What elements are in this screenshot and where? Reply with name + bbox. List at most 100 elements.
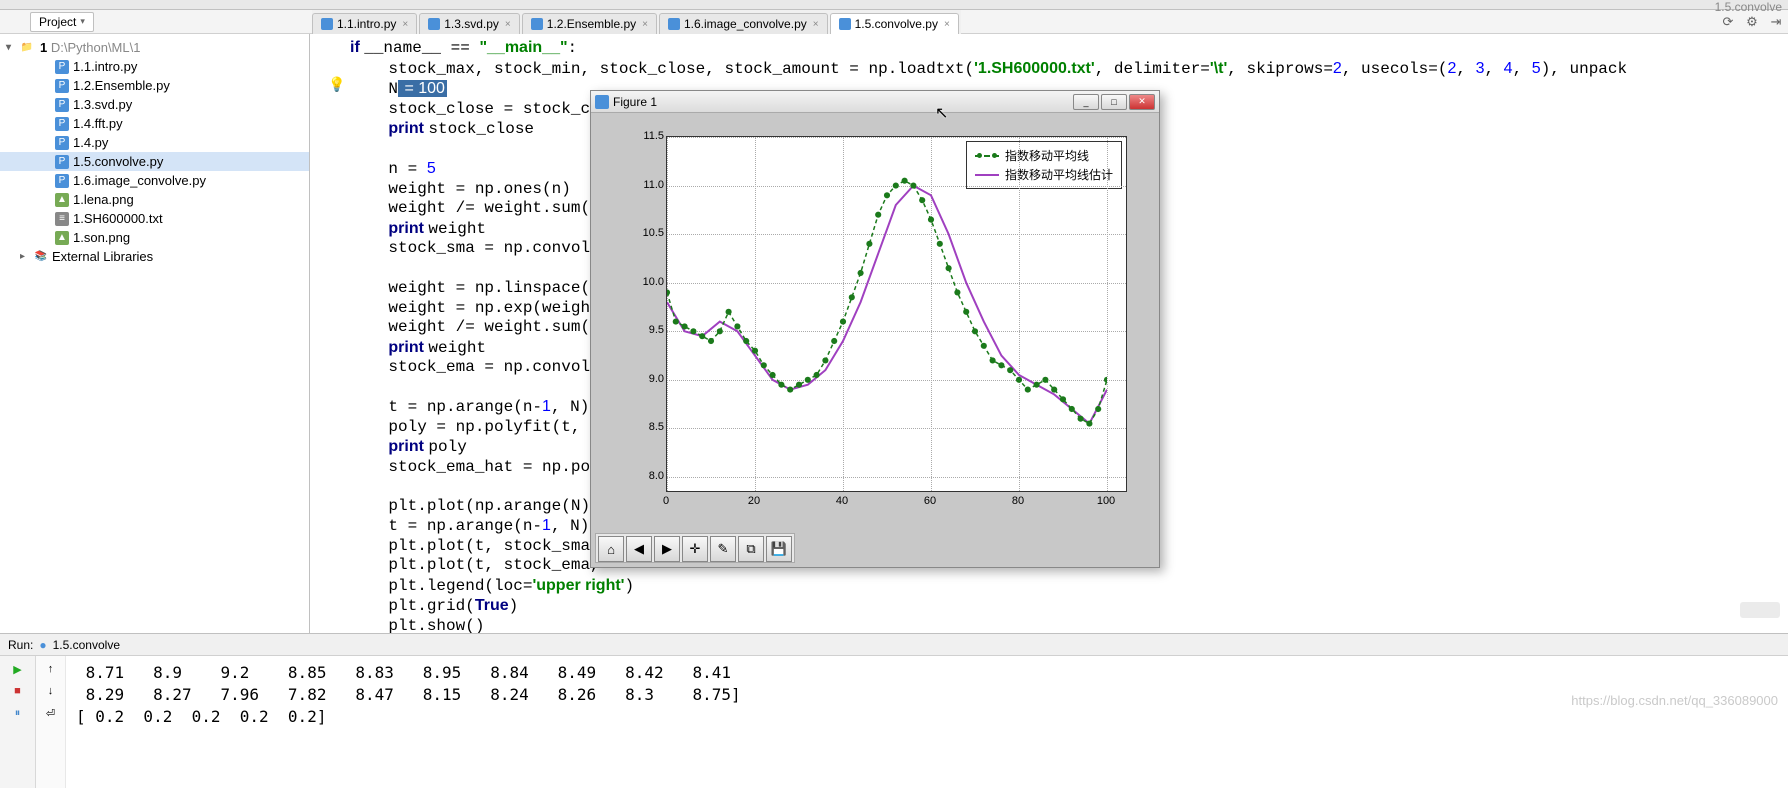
project-dropdown-label: Project (39, 15, 76, 29)
py-file-icon: P (55, 98, 69, 112)
y-tick-label: 10.5 (643, 227, 664, 239)
tree-file[interactable]: ▲1.lena.png (0, 190, 309, 209)
close-icon[interactable]: × (402, 19, 408, 30)
tree-file[interactable]: P 1.5.convolve.py (0, 152, 309, 171)
tree-file[interactable]: P 1.4.py (0, 133, 309, 152)
plot-area: 指数移动平均线指数移动平均线估计 8.08.59.09.510.010.511.… (611, 121, 1139, 517)
gear-icon[interactable]: ⚙ (1742, 12, 1762, 32)
py-file-icon: P (55, 60, 69, 74)
editor-tab[interactable]: 1.1.intro.py× (312, 13, 417, 34)
pan-button[interactable]: ✛ (682, 536, 708, 562)
editor-tab[interactable]: 1.2.Ensemble.py × (522, 13, 657, 34)
x-tick-label: 100 (1097, 495, 1115, 507)
scroll-down-button[interactable]: ↓ (42, 682, 60, 700)
y-tick-label: 11.0 (643, 179, 664, 191)
tree-file-label: 1.5.convolve.py (73, 154, 163, 169)
close-icon[interactable]: × (642, 19, 648, 30)
tree-file-label: 1.6.image_convolve.py (73, 173, 206, 188)
tree-file[interactable]: P 1.2.Ensemble.py (0, 76, 309, 95)
y-tick-label: 9.0 (649, 373, 664, 385)
tree-file-label: 1.4.fft.py (73, 116, 123, 131)
project-dropdown[interactable]: Project (30, 12, 94, 32)
tab-label: 1.2.Ensemble.py (547, 17, 636, 31)
tree-file[interactable]: P 1.6.image_convolve.py (0, 171, 309, 190)
configure-button[interactable]: ⧉ (738, 536, 764, 562)
soft-wrap-button[interactable]: ⏎ (42, 704, 60, 722)
tree-file[interactable]: P 1.1.intro.py (0, 57, 309, 76)
collapse-icon[interactable]: ⟳ (1718, 12, 1738, 32)
close-icon[interactable]: × (505, 19, 511, 30)
run-body: ▶ ■ ⏸ ↑ ↓ ⏎ 8.71 8.9 9.2 8.85 8.83 8.95 … (0, 656, 1788, 788)
python-file-icon (839, 18, 851, 30)
figure-title-bar[interactable]: Figure 1 _ □ ✕ (591, 91, 1159, 113)
py-file-icon: P (55, 136, 69, 150)
tree-file[interactable]: ▲ 1.son.png (0, 228, 309, 247)
tree-file-label: 1.2.Ensemble.py (73, 78, 170, 93)
run-panel: Run: ● 1.5.convolve ▶ ■ ⏸ ↑ ↓ ⏎ 8.71 8.9… (0, 633, 1788, 788)
x-tick-label: 80 (1012, 495, 1024, 507)
stop-button[interactable]: ■ (9, 682, 27, 700)
forward-button[interactable]: ▶ (654, 536, 680, 562)
y-tick-label: 8.0 (649, 470, 664, 482)
x-tick-label: 40 (836, 495, 848, 507)
minimize-button[interactable]: _ (1073, 94, 1099, 110)
close-icon[interactable]: × (944, 19, 950, 30)
run-controls-2: ↑ ↓ ⏎ (36, 656, 66, 788)
tree-file[interactable]: ≡1.SH600000.txt (0, 209, 309, 228)
zoom-button[interactable]: ✎ (710, 536, 736, 562)
y-tick-label: 10.0 (643, 276, 664, 288)
matplotlib-figure-window: Figure 1 _ □ ✕ 指数移动平均线指数移动平均线估计 8.08.59.… (590, 90, 1160, 568)
python-file-icon (321, 18, 333, 30)
pause-button[interactable]: ⏸ (9, 704, 27, 722)
editor-tab[interactable]: 1.6.image_convolve.py × (659, 13, 828, 34)
run-output[interactable]: 8.71 8.9 9.2 8.85 8.83 8.95 8.84 8.49 8.… (66, 656, 1788, 788)
img-file-icon: ▲ (55, 231, 69, 245)
run-config-name: 1.5.convolve (53, 638, 120, 652)
scroll-up-button[interactable]: ↑ (42, 660, 60, 678)
tab-label: 1.5.convolve.py (855, 17, 938, 31)
status-badge (1740, 602, 1780, 618)
python-file-icon (531, 18, 543, 30)
y-tick-label: 9.5 (649, 324, 664, 336)
tree-root[interactable]: ▾📁1 D:\Python\ML\1 (0, 38, 309, 57)
y-tick-label: 8.5 (649, 421, 664, 433)
figure-app-icon (595, 95, 609, 109)
tab-label: 1.3.svd.py (444, 17, 499, 31)
rerun-button[interactable]: ▶ (9, 660, 27, 678)
py-file-icon: P (55, 117, 69, 131)
editor-tabs: 1.1.intro.py× 1.3.svd.py × 1.2.Ensemble.py ×… (312, 10, 961, 34)
tree-file-label: 1.4.py (73, 135, 108, 150)
hide-icon[interactable]: ⇥ (1766, 12, 1786, 32)
back-button[interactable]: ◀ (626, 536, 652, 562)
py-file-icon: P (55, 79, 69, 93)
project-tree-panel: ▾📁1 D:\Python\ML\1 P 1.1.intro.py P 1.2.Ense… (0, 34, 310, 633)
tab-label: 1.6.image_convolve.py (684, 17, 807, 31)
folder-icon: 📁 (20, 41, 34, 55)
library-icon: 📚 (34, 250, 48, 264)
tree-file-label: 1.3.svd.py (73, 97, 132, 112)
x-tick-label: 0 (663, 495, 669, 507)
img-file-icon: ▲ (55, 193, 69, 207)
save-button[interactable]: 💾 (766, 536, 792, 562)
intention-bulb-icon[interactable]: 💡 (328, 76, 345, 93)
py-file-icon: P (55, 174, 69, 188)
run-controls: ▶ ■ ⏸ (0, 656, 36, 788)
tree-file[interactable]: P 1.3.svd.py (0, 95, 309, 114)
watermark-text: https://blog.csdn.net/qq_336089000 (1571, 693, 1778, 708)
close-button[interactable]: ✕ (1129, 94, 1155, 110)
tree-file-label: 1.1.intro.py (73, 59, 137, 74)
txt-file-icon: ≡ (55, 212, 69, 226)
figure-toolbar: ⌂◀▶✛✎⧉💾 (595, 533, 795, 563)
run-panel-header[interactable]: Run: ● 1.5.convolve (0, 634, 1788, 656)
python-file-icon (428, 18, 440, 30)
close-icon[interactable]: × (813, 19, 819, 30)
external-libraries[interactable]: ▸📚External Libraries (0, 247, 309, 266)
tree-file[interactable]: P 1.4.fft.py (0, 114, 309, 133)
tree-file-label: 1.son.png (73, 230, 130, 245)
home-button[interactable]: ⌂ (598, 536, 624, 562)
editor-tab[interactable]: 1.3.svd.py × (419, 13, 520, 34)
py-file-icon: P (55, 155, 69, 169)
editor-tab[interactable]: 1.5.convolve.py × (830, 13, 959, 34)
python-file-icon (668, 18, 680, 30)
maximize-button[interactable]: □ (1101, 94, 1127, 110)
